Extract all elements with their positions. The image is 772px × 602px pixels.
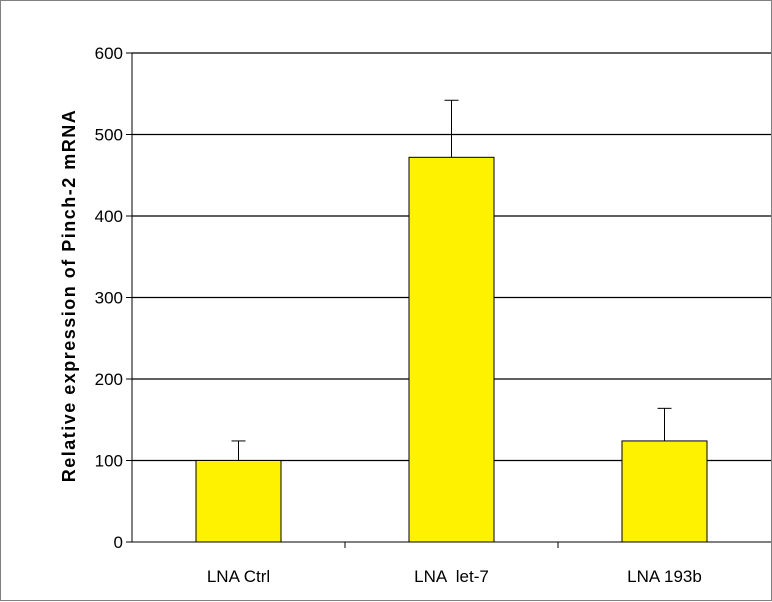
x-tick-label: LNA 193b <box>627 567 702 586</box>
y-tick-label: 300 <box>95 289 123 308</box>
y-axis-title: Relative expression of Pinch-2 mRNA <box>59 109 79 483</box>
axes <box>126 52 771 548</box>
bars <box>195 156 708 543</box>
bar-1 <box>195 460 282 543</box>
x-tick-label: LNA Ctrl <box>207 567 270 586</box>
y-tick-label: 100 <box>95 452 123 471</box>
bar-2 <box>408 156 495 543</box>
y-tick-label: 400 <box>95 207 123 226</box>
error-bars <box>231 99 672 461</box>
bar-3 <box>621 440 708 543</box>
y-tick-label: 0 <box>114 533 123 552</box>
y-tick-label: 600 <box>95 44 123 63</box>
y-tick-label: 200 <box>95 370 123 389</box>
x-tick-label: LNA let-7 <box>414 567 489 586</box>
y-tick-label: 500 <box>95 126 123 145</box>
y-tick-labels: 0 100 200 300 400 500 600 <box>95 44 123 552</box>
x-tick-labels: LNA Ctrl LNA let-7 LNA 193b <box>207 567 702 586</box>
